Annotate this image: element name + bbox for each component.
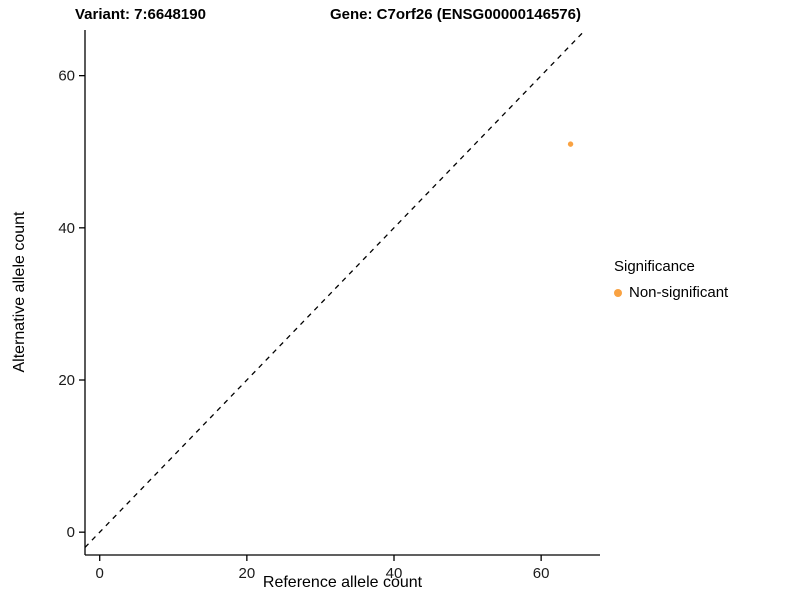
- legend: Significance Non-significant: [614, 258, 728, 301]
- x-axis-label: Reference allele count: [262, 574, 423, 591]
- legend-dot-icon: [614, 288, 622, 297]
- legend-entry-label: Non-significant: [629, 284, 729, 301]
- x-tick-label: 0: [96, 565, 104, 582]
- plot-title-variant: Variant: 7:6648190: [75, 6, 206, 23]
- data-point: [567, 141, 574, 147]
- y-tick-label: 20: [58, 372, 75, 389]
- plot-title-gene: Gene: C7orf26 (ENSG00000146576): [330, 6, 581, 23]
- x-tick-label: 40: [386, 565, 403, 582]
- x-tick-label: 60: [533, 565, 550, 582]
- legend-title: Significance: [614, 258, 695, 275]
- y-tick-label: 0: [67, 524, 75, 541]
- x-tick-label: 20: [239, 565, 256, 582]
- legend-entry: Non-significant: [614, 284, 728, 301]
- y-tick-label: 60: [58, 68, 75, 85]
- identity-line: [84, 29, 586, 548]
- y-tick-label: 40: [58, 220, 75, 237]
- y-axis-label: Alternative allele count: [11, 211, 28, 373]
